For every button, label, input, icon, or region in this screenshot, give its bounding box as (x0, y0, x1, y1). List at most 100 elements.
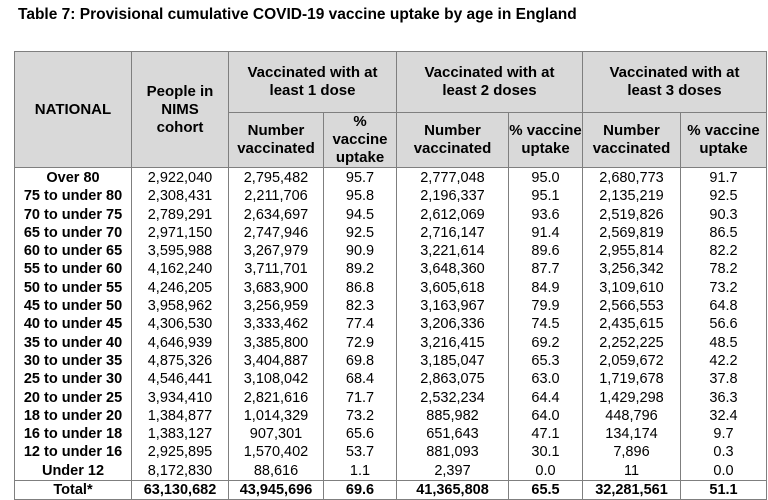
cell-dose3-number: 2,955,814 (582, 242, 681, 261)
table-row: Over 80 2,922,040 2,795,482 95.7 2,777,048 95… (14, 167, 767, 188)
cell-dose1-number: 2,747,946 (228, 223, 324, 243)
cell-dose2-pct: 65.5 (508, 480, 583, 500)
cell-cohort: 8,172,830 (131, 461, 229, 481)
cell-dose3-number: 2,059,672 (582, 351, 681, 371)
cell-dose2-pct: 64.0 (508, 406, 583, 426)
table-row: 35 to under 40 4,646,939 3,385,800 72.9 3,21… (14, 333, 767, 352)
cell-dose1-pct: 1.1 (323, 461, 397, 481)
table-row: 55 to under 60 4,162,240 3,711,701 89.2 3,64… (14, 260, 767, 279)
cell-cohort: 4,246,205 (131, 278, 229, 298)
cell-dose1-pct: 73.2 (323, 406, 397, 426)
cell-age-group: 12 to under 16 (14, 443, 132, 462)
cell-dose1-number: 2,795,482 (228, 167, 324, 188)
table-row: 12 to under 16 2,925,895 1,570,402 53.7 881,… (14, 443, 767, 462)
cell-age-group: 35 to under 40 (14, 333, 132, 352)
cell-age-group: 60 to under 65 (14, 242, 132, 261)
header-pct-dose1: % vaccine uptake (323, 112, 397, 168)
cell-dose1-number: 3,711,701 (228, 260, 324, 279)
cell-dose3-pct: 91.7 (680, 167, 767, 188)
cell-dose3-pct: 86.5 (680, 223, 767, 243)
header-number-dose2: Number vaccinated (396, 112, 509, 168)
cell-dose2-pct: 95.0 (508, 167, 583, 188)
cell-dose2-number: 3,648,360 (396, 260, 509, 279)
cell-age-group: 16 to under 18 (14, 425, 132, 444)
cell-dose3-number: 7,896 (582, 443, 681, 462)
cell-dose2-pct: 84.9 (508, 278, 583, 298)
table-row: 40 to under 45 4,306,530 3,333,462 77.4 3,20… (14, 315, 767, 334)
cell-dose2-pct: 69.2 (508, 333, 583, 352)
cell-age-group: 45 to under 50 (14, 297, 132, 316)
cell-dose2-pct: 63.0 (508, 370, 583, 389)
cell-dose3-number: 3,256,342 (582, 260, 681, 279)
cell-cohort: 4,546,441 (131, 370, 229, 389)
cell-dose3-number: 2,135,219 (582, 187, 681, 206)
cell-dose1-pct: 95.8 (323, 187, 397, 206)
table-row: 65 to under 70 2,971,150 2,747,946 92.5 2,71… (14, 223, 767, 243)
cell-age-group: Under 12 (14, 461, 132, 481)
table-row: Under 12 8,172,830 88,616 1.1 2,397 0.0 11 0.0 (14, 461, 767, 481)
cell-dose2-number: 2,532,234 (396, 388, 509, 407)
cell-dose2-number: 3,185,047 (396, 351, 509, 371)
cell-dose3-number: 2,680,773 (582, 167, 681, 188)
cell-cohort: 2,789,291 (131, 205, 229, 224)
cell-dose1-pct: 68.4 (323, 370, 397, 389)
cell-dose3-pct: 90.3 (680, 205, 767, 224)
cell-dose3-number: 2,252,225 (582, 333, 681, 352)
cell-dose1-pct: 95.7 (323, 167, 397, 188)
cell-cohort: 1,384,877 (131, 406, 229, 426)
cell-dose3-number: 1,429,298 (582, 388, 681, 407)
cell-dose1-pct: 65.6 (323, 425, 397, 444)
cell-cohort: 4,306,530 (131, 315, 229, 334)
cell-dose2-number: 3,206,336 (396, 315, 509, 334)
cell-dose3-number: 2,569,819 (582, 223, 681, 243)
cell-dose1-number: 88,616 (228, 461, 324, 481)
vaccine-uptake-table: NATIONAL People in NIMS cohort Vaccinate… (14, 51, 767, 500)
cell-dose1-pct: 72.9 (323, 333, 397, 352)
cell-dose2-pct: 64.4 (508, 388, 583, 407)
header-pct-dose3: % vaccine uptake (680, 112, 767, 168)
cell-dose3-number: 11 (582, 461, 681, 481)
table-title: Table 7: Provisional cumulative COVID-19… (18, 6, 577, 23)
cell-cohort: 2,925,895 (131, 443, 229, 462)
cell-age-group: 50 to under 55 (14, 278, 132, 298)
cell-dose2-number: 2,196,337 (396, 187, 509, 206)
header-dose2: Vaccinated with at least 2 doses (396, 51, 583, 113)
table-row: 20 to under 25 3,934,410 2,821,616 71.7 2,53… (14, 388, 767, 407)
cell-dose3-number: 3,109,610 (582, 278, 681, 298)
cell-dose1-number: 2,634,697 (228, 205, 324, 224)
cell-dose3-pct: 36.3 (680, 388, 767, 407)
cell-dose2-number: 2,863,075 (396, 370, 509, 389)
cell-dose1-pct: 90.9 (323, 242, 397, 261)
header-number-dose3: Number vaccinated (582, 112, 681, 168)
cell-cohort: 2,922,040 (131, 167, 229, 188)
cell-age-group: 65 to under 70 (14, 223, 132, 243)
cell-age-group: 25 to under 30 (14, 370, 132, 389)
cell-dose3-pct: 48.5 (680, 333, 767, 352)
cell-dose1-number: 1,570,402 (228, 443, 324, 462)
cell-cohort: 4,162,240 (131, 260, 229, 279)
cell-dose2-pct: 79.9 (508, 297, 583, 316)
cell-dose2-number: 3,605,618 (396, 278, 509, 298)
cell-dose3-pct: 51.1 (680, 480, 767, 500)
cell-dose1-number: 3,256,959 (228, 297, 324, 316)
cell-dose2-number: 885,982 (396, 406, 509, 426)
cell-cohort: 63,130,682 (131, 480, 229, 500)
cell-age-group: Over 80 (14, 167, 132, 188)
cell-dose2-pct: 89.6 (508, 242, 583, 261)
table-row: 18 to under 20 1,384,877 1,014,329 73.2 885,… (14, 406, 767, 426)
cell-dose3-pct: 78.2 (680, 260, 767, 279)
cell-dose1-pct: 89.2 (323, 260, 397, 279)
table-row: 45 to under 50 3,958,962 3,256,959 82.3 3,16… (14, 297, 767, 316)
table-row: 30 to under 35 4,875,326 3,404,887 69.8 3,18… (14, 351, 767, 371)
cell-dose1-number: 3,333,462 (228, 315, 324, 334)
cell-dose1-pct: 94.5 (323, 205, 397, 224)
cell-age-group: 18 to under 20 (14, 406, 132, 426)
cell-dose2-number: 41,365,808 (396, 480, 509, 500)
cell-dose2-number: 2,612,069 (396, 205, 509, 224)
cell-age-group: 20 to under 25 (14, 388, 132, 407)
cell-dose2-number: 881,093 (396, 443, 509, 462)
header-number-dose1: Number vaccinated (228, 112, 324, 168)
cell-cohort: 1,383,127 (131, 425, 229, 444)
cell-dose1-number: 2,821,616 (228, 388, 324, 407)
cell-dose2-pct: 87.7 (508, 260, 583, 279)
